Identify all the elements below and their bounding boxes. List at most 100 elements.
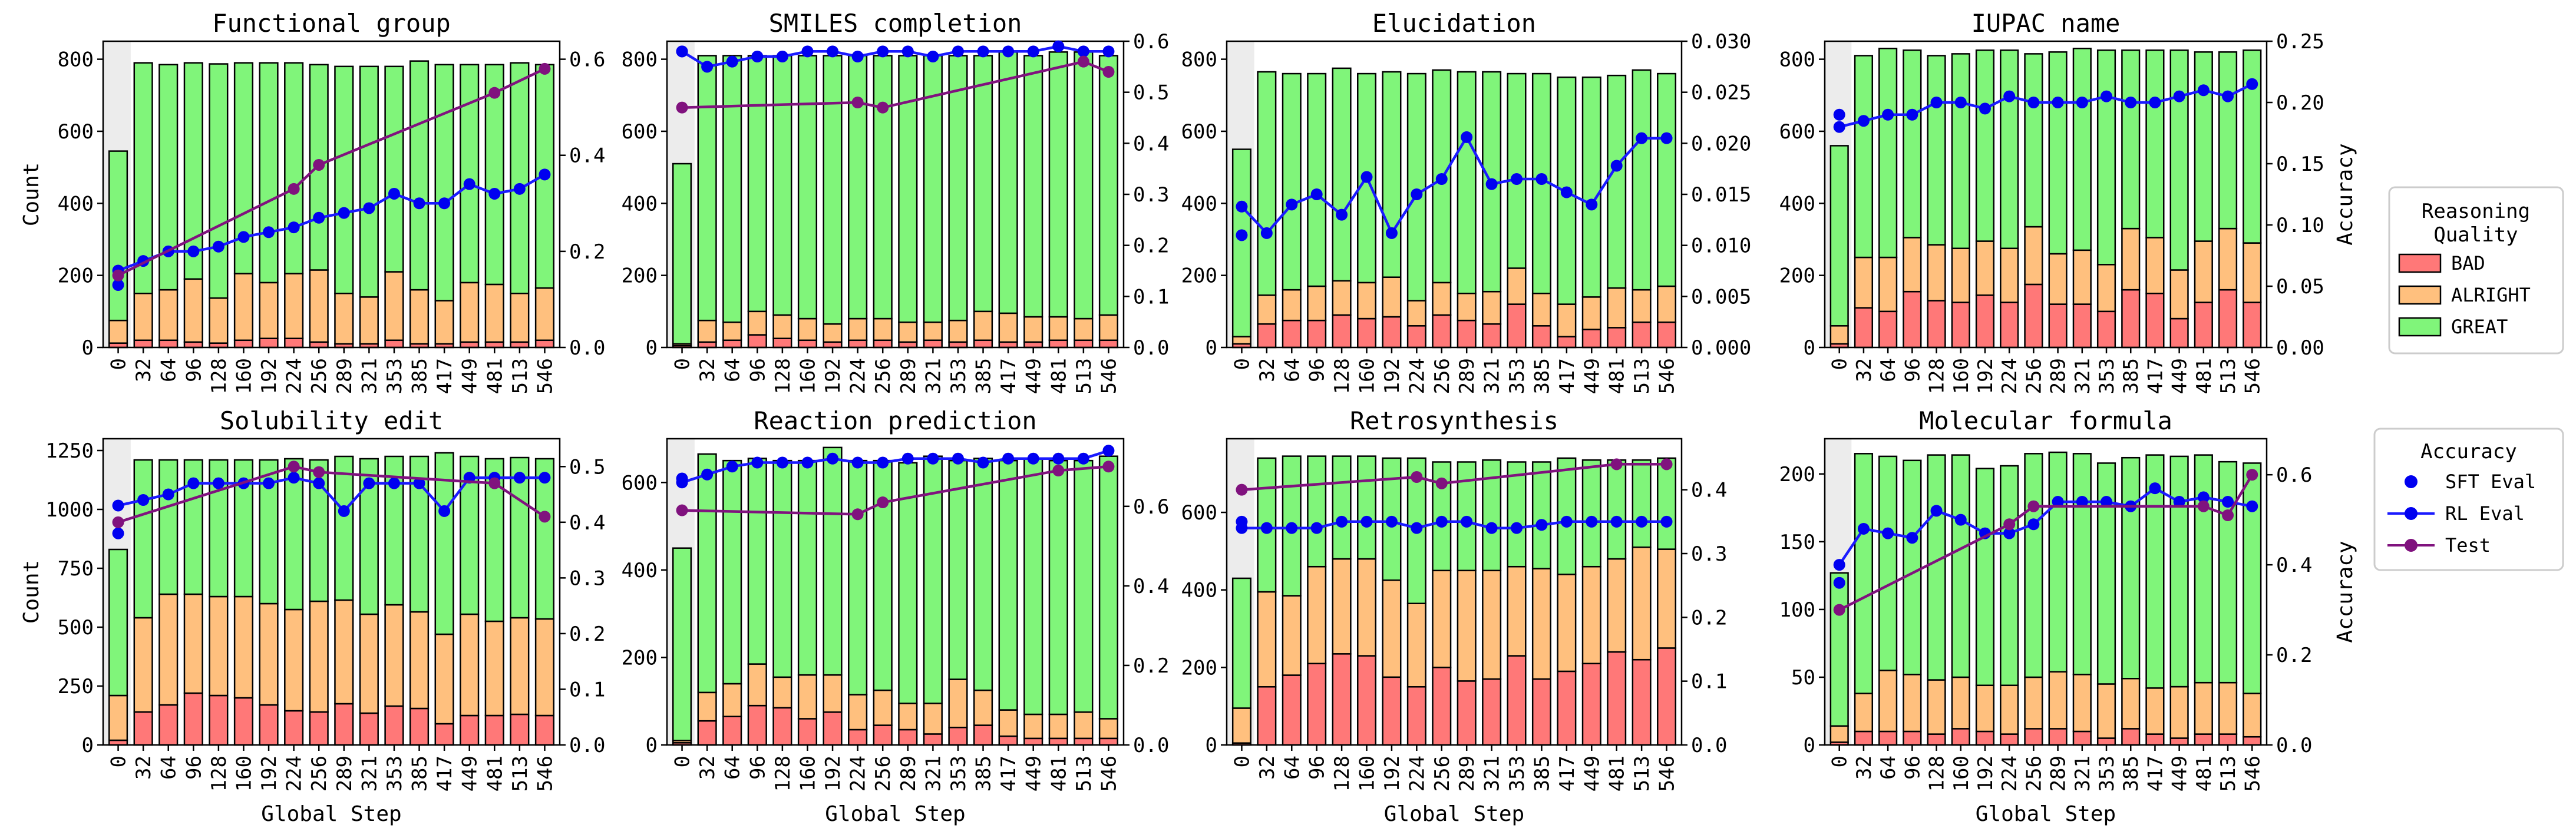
bar-great <box>2218 461 2238 684</box>
bar-alright <box>797 317 818 342</box>
rl-eval-point <box>1930 97 1943 108</box>
legend-accuracy-frame <box>2373 428 2564 571</box>
xtick-label: 64 <box>1280 756 1304 780</box>
bar-alright <box>1231 336 1251 345</box>
bar-alright <box>133 292 153 342</box>
bar-bad <box>973 339 993 349</box>
bar-great <box>1048 51 1068 318</box>
bar-alright <box>284 608 304 712</box>
bar-alright <box>108 694 128 741</box>
bar-alright <box>772 676 792 709</box>
rl-eval-point <box>112 499 124 512</box>
bar-bad <box>1657 321 1677 349</box>
panel-title: Molecular formula <box>1919 406 2172 435</box>
test-line <box>117 465 546 524</box>
rl-eval-point <box>701 61 714 73</box>
test-point <box>2246 469 2258 481</box>
test-point <box>1660 458 1673 471</box>
bar-great <box>772 55 792 316</box>
xtick-label: 192 <box>821 358 845 394</box>
rl-eval-point <box>1906 108 1918 121</box>
bar-alright <box>1657 548 1677 649</box>
xtick-label: 321 <box>358 756 381 791</box>
xtick-label: 289 <box>2047 358 2070 394</box>
xtick-label: 192 <box>257 756 281 791</box>
bar-great <box>1332 67 1352 282</box>
bar-bad <box>1581 329 1601 349</box>
bar-bad <box>460 341 480 349</box>
bar-bad <box>233 339 254 349</box>
xtick-label: 481 <box>483 358 507 394</box>
rl-eval-point <box>1052 452 1065 465</box>
bar-great <box>1098 55 1119 316</box>
bar-alright <box>948 319 968 343</box>
bar-great <box>1632 459 1652 548</box>
xtick-label: 192 <box>257 358 281 394</box>
bar-bad <box>284 337 304 349</box>
bar-alright <box>2194 681 2213 735</box>
bar-alright <box>2145 687 2165 735</box>
xtick-label: 64 <box>721 358 745 382</box>
xtick-label: 546 <box>533 756 557 791</box>
bar-great <box>409 60 430 291</box>
bar-alright <box>1829 725 1849 743</box>
bar-alright <box>2121 678 2141 730</box>
bar-bad <box>484 714 504 746</box>
bar-great <box>848 55 868 320</box>
xtick-label: 64 <box>157 756 181 780</box>
bar-bad <box>1282 319 1302 349</box>
bar-bad <box>1048 737 1068 746</box>
ytick-left-label: 600 <box>622 120 658 144</box>
bar-bad <box>747 334 767 349</box>
bar-great <box>2145 49 2165 239</box>
x-axis-label: Global Step <box>261 802 401 826</box>
bar-bad <box>1357 317 1377 349</box>
sft-eval-point <box>676 45 688 58</box>
ytick-left-label: 600 <box>1181 501 1217 525</box>
bar-alright <box>697 319 717 343</box>
bar-bad <box>1074 737 1094 746</box>
bar-bad <box>1581 663 1601 746</box>
legend-label-test: Test <box>2445 534 2491 557</box>
bar-bad <box>1927 300 1946 349</box>
rl-eval-point <box>187 245 200 257</box>
xtick-label: 64 <box>1877 358 1900 382</box>
bar-bad <box>1975 294 1995 349</box>
bar-bad <box>183 692 203 746</box>
legend-marker-sft <box>2405 475 2418 488</box>
rl-eval-point <box>701 468 714 481</box>
bar-bad <box>2218 289 2238 349</box>
ytick-left-label: 0 <box>646 336 658 360</box>
bar-great <box>1074 459 1094 713</box>
rl-eval-line <box>1838 486 2253 566</box>
rl-eval-point <box>137 494 150 506</box>
bar-bad <box>1557 336 1577 349</box>
bar-alright <box>1531 292 1551 327</box>
xtick-label: 321 <box>1481 756 1504 791</box>
rl-eval-point <box>513 472 526 484</box>
rl-eval-point <box>1052 40 1065 52</box>
sft-eval-point <box>112 279 124 291</box>
test-point <box>288 183 300 195</box>
xtick-label: 224 <box>847 756 870 791</box>
bar-great <box>133 459 153 619</box>
bar-alright <box>1927 244 1946 302</box>
bar-great <box>1257 71 1277 296</box>
test-point <box>2003 518 2016 531</box>
xtick-label: 0 <box>1828 756 1852 767</box>
bar-bad <box>334 703 354 746</box>
rl-eval-point <box>1360 171 1373 183</box>
bar-great <box>108 548 128 697</box>
rl-eval-point <box>801 45 814 58</box>
bar-alright <box>183 593 203 694</box>
ytick-left-label: 200 <box>1779 264 1815 288</box>
bar-alright <box>1098 718 1119 740</box>
test-point <box>313 466 325 478</box>
sft-eval-point <box>1833 108 1845 121</box>
ytick-right-label: 0.2 <box>1133 654 1169 678</box>
bar-alright <box>259 281 279 339</box>
ytick-left-label: 1000 <box>45 498 94 522</box>
bar-great <box>898 55 918 323</box>
xtick-label: 321 <box>922 756 945 791</box>
bar-alright <box>1607 558 1627 653</box>
